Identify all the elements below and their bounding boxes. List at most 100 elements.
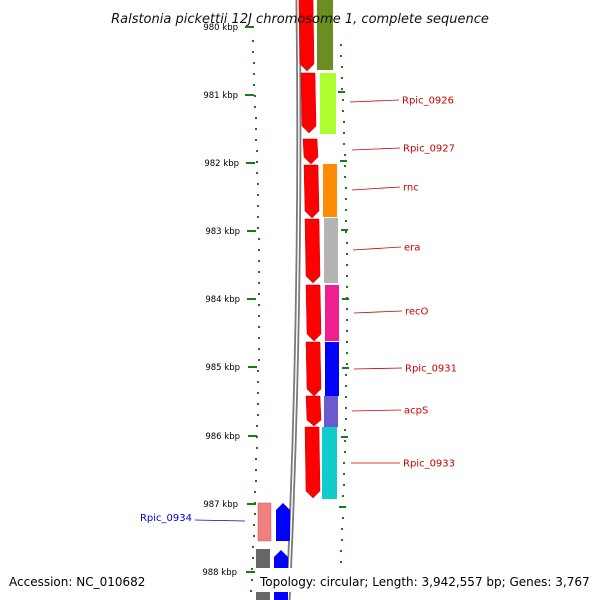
guide-dot (251, 568, 253, 570)
gene-block-acps[interactable] (324, 396, 338, 427)
ruler-label-984: 984 kbp (205, 295, 240, 305)
gene-block-rpic-0926[interactable] (320, 73, 336, 134)
footer-accession-bg (0, 568, 150, 592)
gene-block-era[interactable] (324, 218, 338, 283)
guide-dot (346, 264, 348, 266)
leader-line-acps (351, 409, 402, 412)
gene-label-rpic-0933[interactable]: Rpic_0933 (403, 459, 455, 470)
guide-dot (340, 550, 342, 552)
guide-dot (254, 95, 256, 97)
guide-dot (343, 132, 345, 134)
gene-label-rnc[interactable]: rnc (403, 183, 419, 194)
guide-dot (257, 216, 259, 218)
guide-dot (344, 154, 346, 156)
guide-dot (345, 374, 347, 376)
guide-dot (344, 176, 346, 178)
footer-summary-bg (256, 568, 600, 592)
guide-dot (256, 161, 258, 163)
ruler-tick-983: 983 kbp (205, 227, 256, 237)
guide-dot (257, 227, 259, 229)
gene-label-rpic-0931[interactable]: Rpic_0931 (405, 364, 457, 375)
guide-dot (341, 528, 343, 530)
guide-dot (252, 51, 254, 53)
guide-dot (258, 348, 260, 350)
leader-line-rpic-0926 (349, 99, 400, 103)
guide-dot (257, 205, 259, 207)
ruler-label-987: 987 kbp (203, 500, 238, 510)
gene-block-rpic-0933[interactable] (322, 427, 337, 499)
ruler-tick-984: 984 kbp (205, 295, 256, 305)
gene-block-forward-0[interactable] (317, 0, 333, 70)
guide-dot (258, 315, 260, 317)
cds-arrow[interactable] (304, 426, 321, 499)
gene-block-rnc[interactable] (323, 164, 337, 217)
guide-dot (258, 282, 260, 284)
guide-dot (346, 242, 348, 244)
guide-dot (255, 128, 257, 130)
guide-dot (343, 473, 345, 475)
guide-dot (341, 539, 343, 541)
guide-dot (254, 513, 256, 515)
guide-dot (345, 385, 347, 387)
footer-accession: Accession: NC_010682 (9, 575, 145, 589)
guide-dot (344, 429, 346, 431)
cds-arrow[interactable] (302, 138, 319, 165)
guide-dot (340, 55, 342, 57)
guide-dot (258, 238, 260, 240)
gene-block-reco[interactable] (325, 285, 339, 341)
guide-dot (252, 557, 254, 559)
ruler-tick-981: 981 kbp (203, 91, 254, 101)
guide-dot (257, 381, 259, 383)
kbp-ruler: 980 kbp 981 kbp 982 kbp 983 kbp 984 kbp … (202, 23, 257, 578)
guide-dot (258, 249, 260, 251)
cds-arrow-reverse[interactable] (276, 503, 290, 541)
guide-dot (257, 403, 259, 405)
guide-dot (253, 535, 255, 537)
cds-arrow[interactable] (305, 341, 322, 397)
ruler-tick-986: 986 kbp (205, 432, 257, 442)
cds-arrow[interactable] (300, 72, 317, 134)
guide-dot (342, 495, 344, 497)
gene-label-rpic-0927[interactable]: Rpic_0927 (403, 144, 455, 155)
guide-dot (258, 260, 260, 262)
guide-dot (251, 579, 253, 581)
ruler-tick-980: 980 kbp (203, 23, 254, 33)
guide-dot (250, 590, 252, 592)
guide-dot (343, 462, 345, 464)
guide-dot (340, 44, 342, 46)
gene-label-rpic-0926[interactable]: Rpic_0926 (402, 96, 454, 107)
cds-arrow[interactable] (303, 164, 320, 219)
ruler-label-988: 988 kbp (202, 568, 237, 578)
guide-dot (343, 484, 345, 486)
gene-label-rpic-0934[interactable]: Rpic_0934 (140, 513, 192, 524)
cds-arrow[interactable] (305, 395, 322, 427)
guide-dot (345, 407, 347, 409)
guide-dot (257, 183, 259, 185)
cds-arrow[interactable] (305, 284, 322, 342)
guide-dot (258, 337, 260, 339)
gene-label-acps[interactable]: acpS (404, 406, 428, 417)
guide-dot (254, 106, 256, 108)
gene-label-reco[interactable]: recO (405, 307, 429, 318)
guide-dot (346, 330, 348, 332)
guide-dot (253, 524, 255, 526)
guide-dot (254, 491, 256, 493)
guide-lines (250, 40, 348, 592)
leader-line-rpic-0927 (351, 147, 401, 151)
guide-dot (345, 187, 347, 189)
guide-dot (258, 304, 260, 306)
cds-arrow[interactable] (304, 218, 321, 284)
guide-dot (258, 271, 260, 273)
gene-label-era[interactable]: era (404, 243, 420, 254)
guide-dot (255, 458, 257, 460)
gene-block-rpic-0931[interactable] (325, 342, 339, 396)
guide-dot (341, 88, 343, 90)
ruler-label-982: 982 kbp (204, 159, 239, 169)
ruler-label-986: 986 kbp (205, 432, 240, 442)
cds-arrow[interactable] (298, 0, 315, 72)
leader-line-rpic-0931 (353, 367, 403, 370)
guide-dot (345, 198, 347, 200)
gene-block-rpic-0934[interactable] (257, 502, 272, 542)
leader-line-rnc (351, 186, 401, 191)
